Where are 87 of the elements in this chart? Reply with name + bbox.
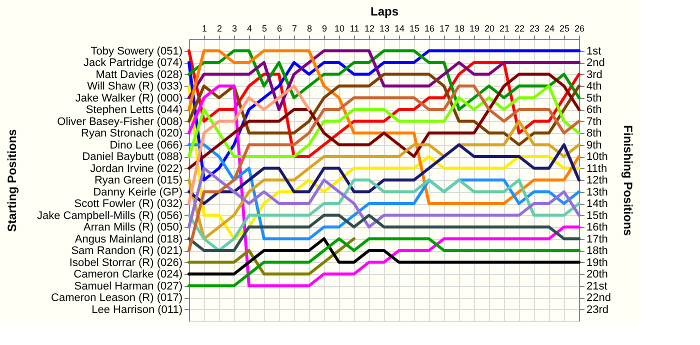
y-tick-label: 17th <box>586 233 608 246</box>
line-series <box>188 72 580 146</box>
y-tick-label: 12th <box>586 174 608 186</box>
x-tick-label: 26 <box>574 24 585 34</box>
x-tick-label: 3 <box>232 24 238 34</box>
series-label: Jake Walker (R) (000) <box>75 92 182 104</box>
series-label: Cameron Clarke (024) <box>74 268 182 280</box>
text: Cameron Leason (R) (017) <box>51 292 182 304</box>
series-label: Jordan Irvine (022) <box>90 162 182 175</box>
x-tick-label: 20 <box>484 24 495 34</box>
x-tick-label: 1 <box>202 24 208 34</box>
line-series <box>188 237 580 288</box>
y-tick-label: 7th <box>586 116 602 128</box>
y-tick-label: 1st <box>586 45 602 58</box>
y-tick-label: 10th <box>586 151 608 163</box>
x-tick-label: 12 <box>364 24 375 34</box>
x-tick-label: 17 <box>439 24 450 34</box>
y-tick-label: 3rd <box>586 68 602 81</box>
series-label: Danny Keirle (GP) <box>93 186 182 198</box>
series-label: Will Shaw (R) (033) <box>87 80 182 92</box>
text: Starting Positions <box>5 128 20 232</box>
x-tick-label: 25 <box>559 24 570 34</box>
x-tick-label: 23 <box>529 24 540 34</box>
y-tick-label: 20th <box>586 268 608 280</box>
line-series <box>188 237 580 276</box>
line-series <box>188 166 580 228</box>
series-label: Daniel Baybutt (088) <box>82 151 182 163</box>
series-label: Arran Mills (R) (050) <box>83 222 182 234</box>
x-tick-label: 19 <box>469 24 480 34</box>
line-series <box>188 178 580 252</box>
x-tick-label: 21 <box>499 24 510 34</box>
series-label: Jake Campbell-Mills (R) (056) <box>37 210 182 222</box>
line-series <box>188 214 580 252</box>
line-series <box>188 49 580 205</box>
y-tick-label: 14th <box>586 198 608 210</box>
series-label: Dino Lee (066) <box>110 139 182 152</box>
y-tick-label: 9th <box>586 139 602 152</box>
series-label: Angus Mainland (018) <box>74 233 182 246</box>
y-tick-label: 19th <box>586 256 608 269</box>
series-label: Samuel Harman (027) <box>74 280 182 292</box>
y-tick-label: 23rd <box>586 304 609 316</box>
y-tick-label: 5th <box>586 92 602 104</box>
series-label: Sam Randon (R) (021) <box>71 245 182 257</box>
series-label: Stephen Letts (044) <box>86 104 182 116</box>
y-tick-label: 13th <box>586 186 608 198</box>
text: Lee Harrison (011) <box>92 304 182 316</box>
x-tick-label: 7 <box>292 24 298 34</box>
series-label: Isobel Storrar (R) (026) <box>69 256 182 269</box>
x-tick-label: 6 <box>276 24 282 34</box>
x-tick-label: 4 <box>246 24 252 34</box>
x-axis-title: Laps <box>370 4 399 18</box>
y-tick-label: 4th <box>586 80 602 92</box>
line-series <box>188 84 580 158</box>
y2-axis-title: Finishing Positions <box>620 125 635 236</box>
line-series <box>188 72 580 170</box>
x-tick-label: 5 <box>262 24 268 34</box>
x-tick-label: 18 <box>454 24 465 34</box>
y-tick-label: 18th <box>586 245 608 257</box>
x-tick-label: 16 <box>424 24 435 34</box>
line-series <box>188 143 580 205</box>
y-tick-label: 8th <box>586 128 602 140</box>
series-label: Matt Davies (028) <box>96 68 182 81</box>
y-tick-label: 16th <box>586 222 608 234</box>
y-tick-label: 22nd <box>586 292 611 304</box>
series-label: Ryan Green (015) <box>94 174 182 186</box>
x-tick-label: 24 <box>544 24 555 34</box>
series-label: Scott Fowler (R) (032) <box>74 198 182 210</box>
x-tick-label: 9 <box>322 24 328 34</box>
y-tick-label: 6th <box>586 104 602 116</box>
series-label: Toby Sowery (051) <box>90 45 182 58</box>
line-series <box>188 84 310 205</box>
x-tick-label: 10 <box>334 24 345 34</box>
x-tick-label: 8 <box>306 24 312 34</box>
series-label: Ryan Stronach (020) <box>81 128 182 140</box>
series-label: Oliver Basey-Fisher (008) <box>57 116 182 128</box>
x-tick-label: 11 <box>350 24 360 34</box>
x-tick-label: 13 <box>379 24 390 34</box>
y-tick-label: 21st <box>586 280 608 292</box>
x-tick-label: 14 <box>394 24 405 34</box>
y-tick-label: 2nd <box>586 57 605 69</box>
x-tick-label: 2 <box>216 24 222 34</box>
x-tick-label: 22 <box>514 24 525 34</box>
y-tick-label: 11th <box>586 162 608 175</box>
y-tick-label: 15th <box>586 210 608 222</box>
x-tick-label: 15 <box>409 24 420 34</box>
line-series <box>188 237 356 276</box>
series-label: Jack Partridge (074) <box>83 57 182 69</box>
